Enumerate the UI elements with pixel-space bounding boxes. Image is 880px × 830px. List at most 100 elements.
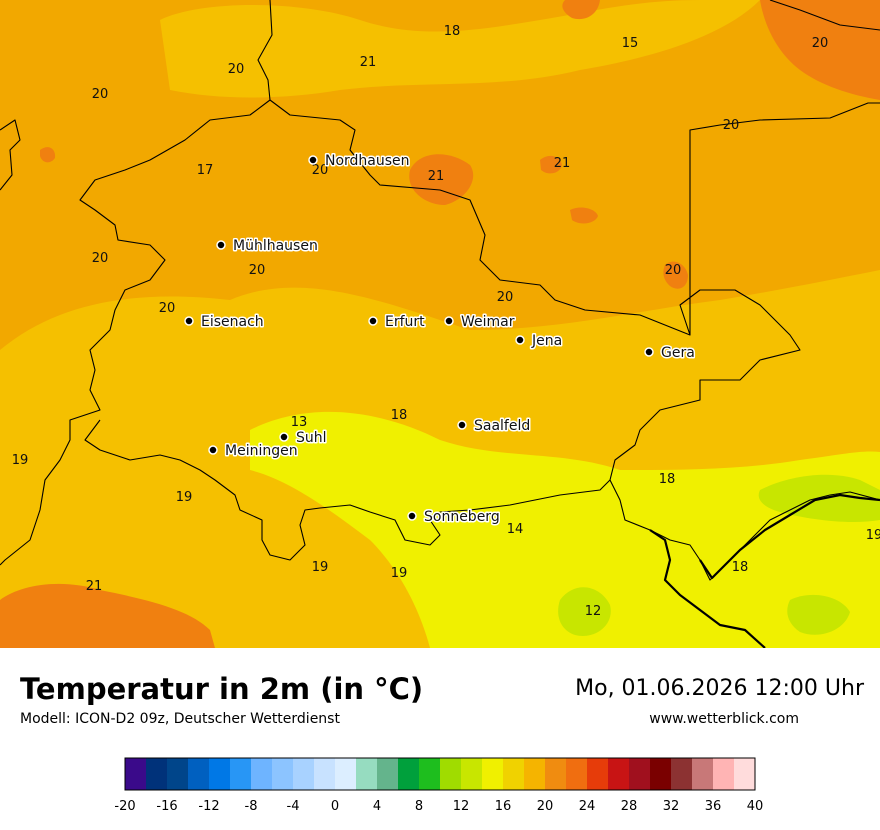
field-zone-21-n	[562, 0, 600, 20]
isotherm-label: 14	[507, 522, 524, 537]
isotherm-label: 20	[312, 163, 329, 178]
city-marker	[515, 335, 525, 345]
isotherm-label: 19	[12, 453, 29, 468]
field-zone-14	[250, 411, 880, 648]
forecast-datetime: Mo, 01.06.2026 12:00 Uhr	[575, 676, 864, 701]
city-marker	[457, 420, 467, 430]
isotherm-label: 20	[249, 263, 266, 278]
legend-tick-label: 40	[747, 799, 764, 814]
legend-tick-label: -4	[287, 799, 300, 814]
city-jena: Jena	[515, 332, 564, 351]
field-zone-12-c	[787, 594, 850, 635]
legend-swatch	[251, 758, 273, 790]
field-zone-21-nordhausen	[409, 154, 474, 205]
legend-swatch	[629, 758, 651, 790]
city-marker	[308, 155, 318, 165]
isotherm-label: 21	[554, 156, 571, 171]
map-title: Temperatur in 2m (in °C)	[20, 672, 424, 706]
legend-swatch	[167, 758, 189, 790]
field-zone-21-spot3	[40, 147, 56, 163]
field-zone-21-spot2	[570, 207, 598, 224]
isotherm-label: 20	[723, 118, 740, 133]
isotherm-label: 20	[665, 263, 682, 278]
legend-swatch	[713, 758, 735, 790]
legend-swatch	[188, 758, 210, 790]
legend-tick-label: 12	[453, 799, 470, 814]
legend-tick-label: -16	[156, 799, 177, 814]
temperature-map: 18 20 21 15 20 20 20 17 20 21 20 20 20 20 21 20 13 18 19 19…	[0, 0, 880, 648]
field-zone-21-ne	[760, 0, 880, 100]
legend-swatch	[335, 758, 357, 790]
legend-tick-label: 24	[579, 799, 596, 814]
isotherm-label: 20	[228, 62, 245, 77]
legend-swatch	[566, 758, 588, 790]
legend-swatch	[608, 758, 630, 790]
legend-swatch	[524, 758, 546, 790]
field-zone-21-sw	[0, 583, 215, 648]
legend-tick-label: 32	[663, 799, 680, 814]
legend-swatch	[314, 758, 336, 790]
state-border	[0, 0, 880, 581]
legend-tick-label: 8	[415, 799, 423, 814]
isotherm-label: 18	[732, 560, 749, 575]
field-zone-18-north	[160, 0, 760, 98]
city-marker	[407, 511, 417, 521]
legend-tick-label: 28	[621, 799, 638, 814]
isotherm-label: 18	[444, 24, 461, 39]
city-meiningen: Meiningen	[208, 442, 299, 461]
legend-swatch	[377, 758, 399, 790]
isotherm-label: 19	[866, 528, 880, 543]
legend-swatch	[293, 758, 315, 790]
isotherm-label: 20	[812, 36, 829, 51]
isotherm-label: 20	[497, 290, 514, 305]
city-label: Sonneberg	[424, 509, 500, 525]
legend-tick-label: 16	[495, 799, 512, 814]
city-gera: Gera	[644, 344, 696, 363]
legend-swatch	[398, 758, 420, 790]
city-label: Suhl	[296, 430, 327, 446]
isotherm-label: 18	[659, 472, 676, 487]
city-marker	[279, 432, 289, 442]
legend-swatch	[650, 758, 672, 790]
legend-swatch	[125, 758, 147, 790]
legend-swatch	[482, 758, 504, 790]
isotherm-label: 15	[622, 36, 639, 51]
isotherm-label: 21	[86, 579, 103, 594]
city-label: Saalfeld	[474, 418, 530, 434]
city-erfurt: Erfurt	[368, 313, 427, 332]
isotherm-label: 20	[92, 87, 109, 102]
city-marker	[644, 347, 654, 357]
isotherm-label: 19	[176, 490, 193, 505]
city-label: Nordhausen	[325, 153, 410, 169]
city-label: Gera	[661, 345, 695, 361]
city-label: Erfurt	[385, 314, 425, 330]
legend-tick-label: -20	[115, 799, 136, 814]
city-marker	[444, 316, 454, 326]
map-footer: Temperatur in 2m (in °C) Modell: ICON-D2…	[0, 648, 880, 830]
model-source: Modell: ICON-D2 09z, Deutscher Wetterdie…	[20, 711, 340, 727]
isotherm-label: 18	[391, 408, 408, 423]
city-label: Meiningen	[225, 443, 298, 459]
city-saalfeld: Saalfeld	[457, 417, 532, 436]
isotherm-label: 12	[585, 604, 602, 619]
isotherm-label: 20	[92, 251, 109, 266]
city-label: Jena	[531, 333, 562, 349]
legend-swatch	[545, 758, 567, 790]
isotherm-label: 17	[197, 163, 214, 178]
legend-swatch	[734, 758, 756, 790]
isotherm-label: 21	[428, 169, 445, 184]
legend-tick-label: 36	[705, 799, 722, 814]
legend-swatch	[356, 758, 378, 790]
city-marker	[184, 316, 194, 326]
legend-swatch	[230, 758, 252, 790]
field-zone-21-spot1	[540, 155, 562, 174]
city-nordhausen: Nordhausen	[308, 152, 411, 171]
country-border	[649, 493, 880, 648]
legend-swatch	[461, 758, 483, 790]
website-link[interactable]: www.wetterblick.com	[649, 711, 799, 727]
legend-swatch	[587, 758, 609, 790]
legend-tick-label: -12	[198, 799, 219, 814]
isotherm-label: 19	[391, 566, 408, 581]
isotherm-label: 21	[360, 55, 377, 70]
city-mühlhausen: Mühlhausen	[216, 237, 319, 256]
